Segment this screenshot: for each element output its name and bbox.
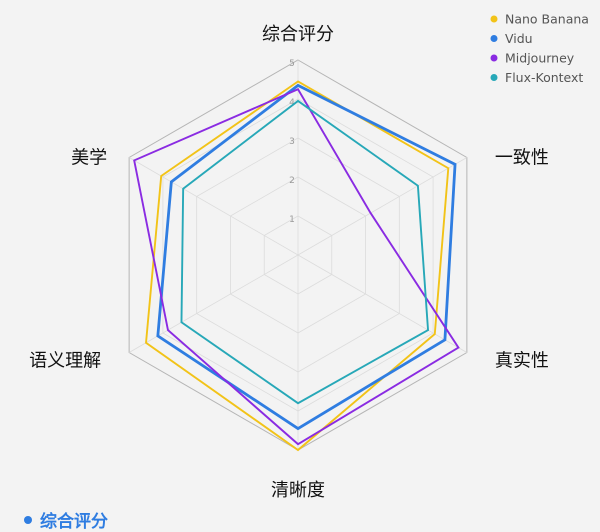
legend-marker [490, 15, 498, 23]
legend-label: Vidu [505, 31, 533, 46]
legend-marker [490, 74, 498, 81]
legend-marker [490, 54, 498, 62]
legend-marker [490, 35, 498, 42]
axis-label: 美学 [71, 148, 107, 169]
section-title-text: 综合评分 [40, 512, 108, 532]
legend-label: Nano Banana [505, 12, 589, 27]
grid-spoke [128, 157, 299, 256]
axis-label: 语义理解 [29, 351, 101, 372]
tick-label: 2 [289, 176, 295, 186]
section-title: 综合评分 [24, 507, 108, 532]
grid-spoke [297, 157, 468, 256]
tick-label: 1 [289, 215, 295, 225]
tick-label: 4 [289, 98, 295, 108]
axis-label: 一致性 [495, 148, 549, 169]
grid-spoke [128, 254, 299, 353]
radial-ticks: 1 2 3 4 5 [289, 59, 295, 225]
axis-label: 真实性 [495, 351, 549, 372]
grid-spoke [297, 254, 468, 353]
legend-label: Midjourney [505, 51, 575, 66]
legend: Nano Banana Vidu Midjourney Flux-Kontext [490, 12, 589, 85]
series-polygon [180, 99, 430, 405]
series-polygon [133, 88, 460, 446]
axis-label: 综合评分 [262, 24, 334, 45]
series-polygons [133, 80, 460, 452]
section-bullet-dot [24, 515, 32, 524]
series-polygon [156, 83, 457, 431]
radar-grid [128, 59, 468, 451]
tick-label: 5 [289, 59, 295, 69]
legend-label: Flux-Kontext [505, 70, 583, 85]
axis-label: 清晰度 [271, 480, 325, 501]
tick-label: 3 [289, 137, 295, 147]
series-polygon [145, 80, 450, 452]
